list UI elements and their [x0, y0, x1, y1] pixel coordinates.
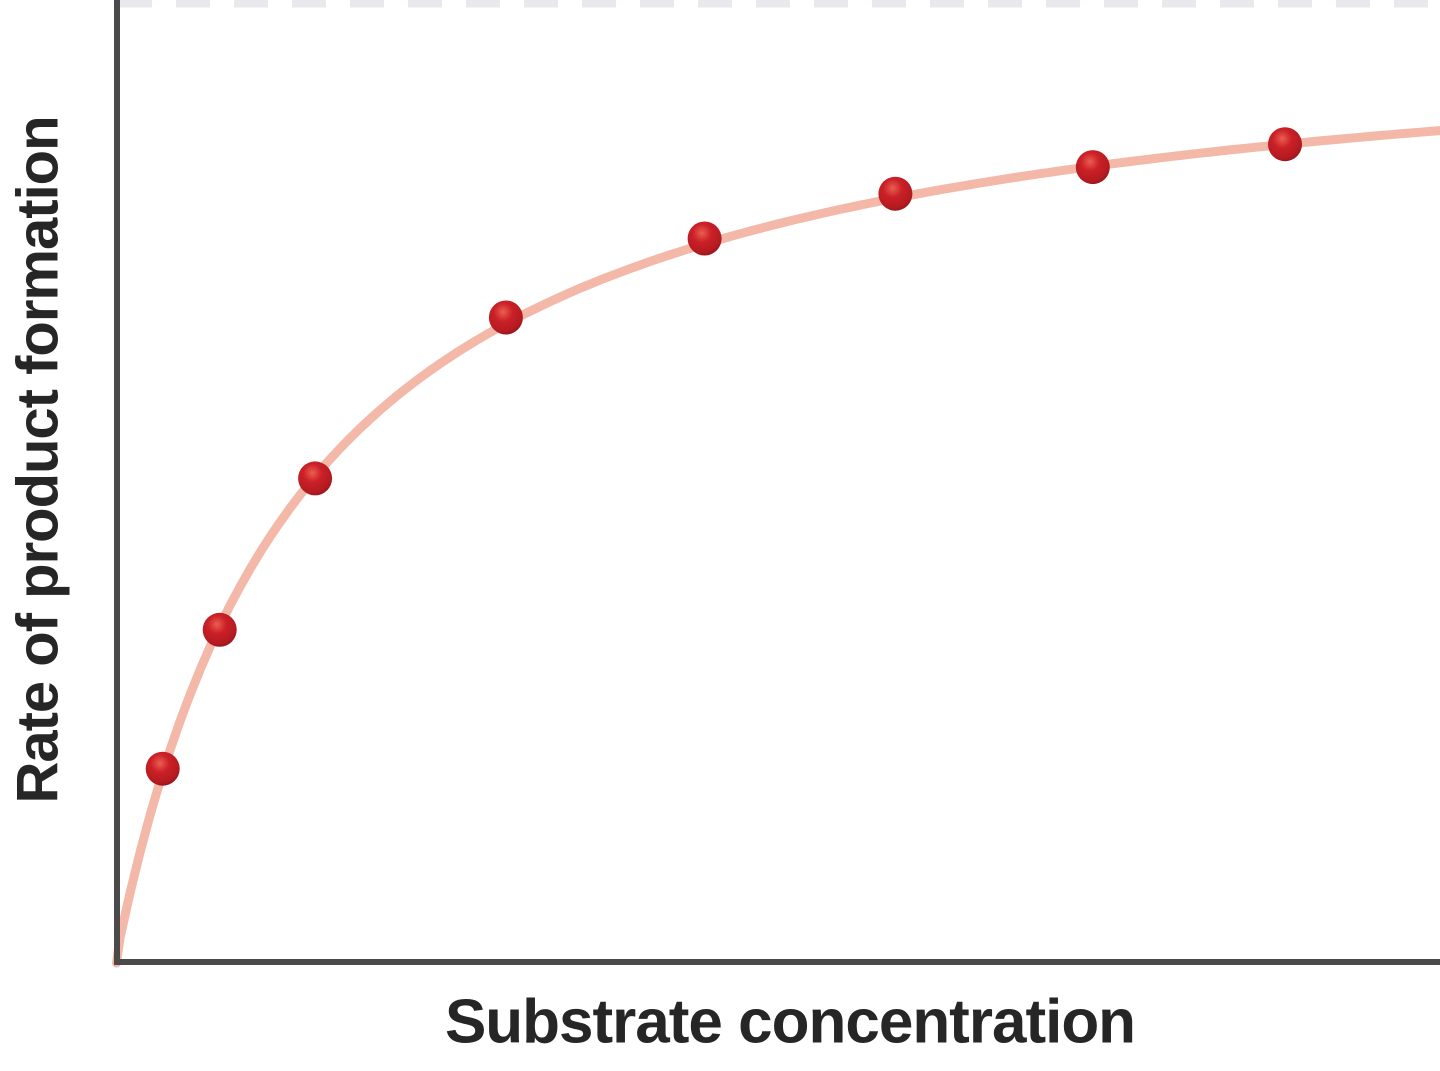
data-point — [687, 221, 722, 256]
data-point — [1075, 150, 1110, 185]
data-points — [145, 127, 1302, 786]
data-point — [1268, 127, 1302, 162]
data-point — [878, 176, 913, 211]
data-point — [298, 461, 333, 496]
kinetics-curve — [112, 126, 1440, 968]
data-point — [202, 612, 237, 647]
data-point — [488, 300, 523, 335]
x-axis-label: Substrate concentration — [444, 987, 1136, 1057]
y-axis-label: Rate of product formation — [5, 116, 71, 804]
data-point — [145, 751, 180, 786]
